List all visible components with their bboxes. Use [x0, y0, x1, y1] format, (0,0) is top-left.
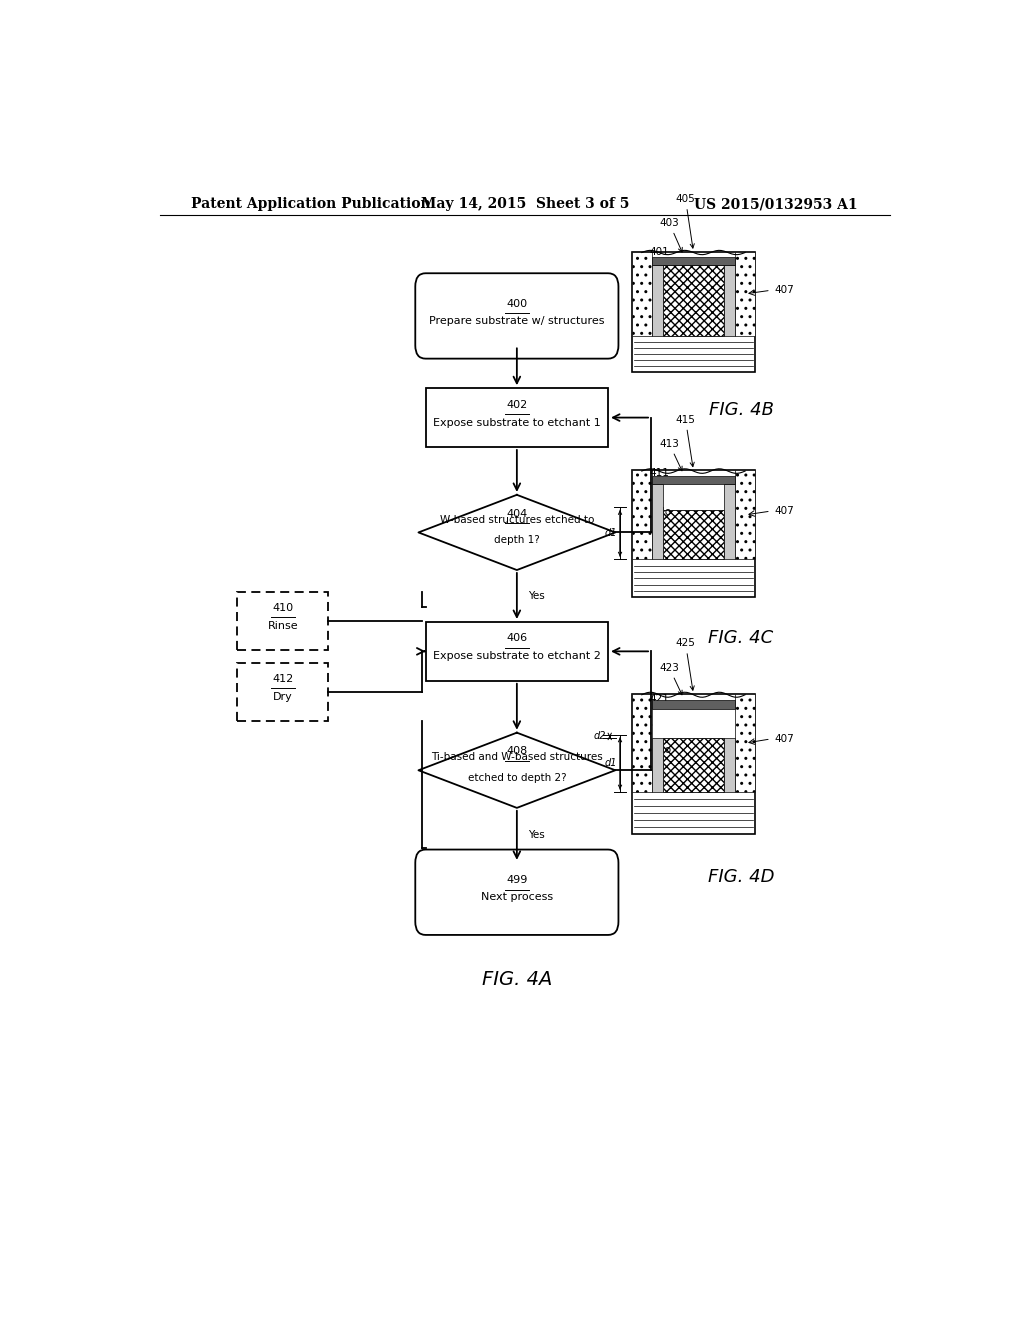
Bar	[664, 738, 724, 792]
Text: Expose substrate to etchant 2: Expose substrate to etchant 2	[433, 652, 601, 661]
Text: 407: 407	[775, 734, 795, 744]
Text: 499: 499	[506, 875, 527, 886]
Polygon shape	[419, 495, 615, 570]
Text: 404: 404	[506, 508, 527, 519]
Text: 407: 407	[775, 285, 795, 296]
Bar	[651, 700, 735, 709]
Bar	[632, 694, 651, 792]
Text: Patent Application Publication: Patent Application Publication	[191, 197, 431, 211]
Bar	[724, 738, 735, 792]
Bar	[651, 265, 664, 335]
Text: 410: 410	[272, 603, 293, 612]
Text: No: No	[657, 744, 672, 755]
Text: 425: 425	[676, 639, 695, 690]
Bar	[724, 484, 735, 560]
Text: 402: 402	[506, 400, 527, 409]
Text: FIG. 4A: FIG. 4A	[481, 970, 552, 989]
Bar	[664, 510, 724, 560]
Bar	[238, 591, 329, 649]
Text: 423: 423	[659, 663, 682, 694]
Text: 401: 401	[649, 247, 670, 263]
Text: Dry: Dry	[272, 692, 293, 702]
FancyBboxPatch shape	[416, 850, 618, 935]
Text: Prepare substrate w/ structures: Prepare substrate w/ structures	[429, 315, 604, 326]
Text: 406: 406	[506, 634, 527, 643]
Bar	[664, 265, 724, 335]
Text: etched to depth 2?: etched to depth 2?	[468, 772, 566, 783]
Text: 408: 408	[506, 747, 527, 756]
Bar	[735, 694, 755, 792]
Text: 407: 407	[775, 506, 795, 516]
Bar	[735, 252, 755, 335]
Text: 415: 415	[676, 414, 695, 467]
Bar	[632, 252, 755, 372]
Text: Ti-based and W-based structures: Ti-based and W-based structures	[431, 752, 603, 763]
Bar	[426, 388, 608, 447]
Text: 400: 400	[506, 300, 527, 309]
Text: Yes: Yes	[528, 591, 545, 601]
Text: FIG. 4D: FIG. 4D	[708, 869, 774, 886]
Bar	[632, 470, 651, 560]
FancyBboxPatch shape	[416, 273, 618, 359]
Text: Rinse: Rinse	[267, 620, 298, 631]
Text: FIG. 4C: FIG. 4C	[709, 630, 774, 647]
Bar	[651, 738, 664, 792]
Bar	[735, 470, 755, 560]
Text: 403: 403	[659, 218, 682, 252]
Text: depth 1?: depth 1?	[494, 535, 540, 545]
Bar	[651, 484, 664, 560]
Text: 421: 421	[649, 694, 670, 709]
Text: 411: 411	[649, 469, 670, 483]
Bar	[651, 256, 735, 265]
Bar	[651, 475, 735, 484]
Text: 405: 405	[676, 194, 695, 248]
Bar	[426, 622, 608, 681]
Text: US 2015/0132953 A1: US 2015/0132953 A1	[694, 197, 858, 211]
Text: May 14, 2015  Sheet 3 of 5: May 14, 2015 Sheet 3 of 5	[421, 197, 629, 211]
Text: d2: d2	[594, 731, 606, 742]
Bar	[724, 265, 735, 335]
Bar	[632, 252, 651, 335]
Bar	[632, 694, 755, 834]
Text: d1: d1	[604, 759, 616, 768]
Text: Expose substrate to etchant 1: Expose substrate to etchant 1	[433, 417, 601, 428]
Polygon shape	[419, 733, 615, 808]
Bar	[632, 470, 755, 598]
Text: No: No	[657, 507, 672, 517]
Text: FIG. 4B: FIG. 4B	[709, 401, 773, 420]
Text: d1: d1	[604, 528, 616, 539]
Text: Yes: Yes	[528, 830, 545, 841]
Bar	[238, 663, 329, 721]
Text: W-based structures etched to: W-based structures etched to	[439, 515, 594, 524]
Text: 412: 412	[272, 675, 294, 684]
Text: Next process: Next process	[481, 892, 553, 902]
Text: 413: 413	[659, 438, 682, 471]
